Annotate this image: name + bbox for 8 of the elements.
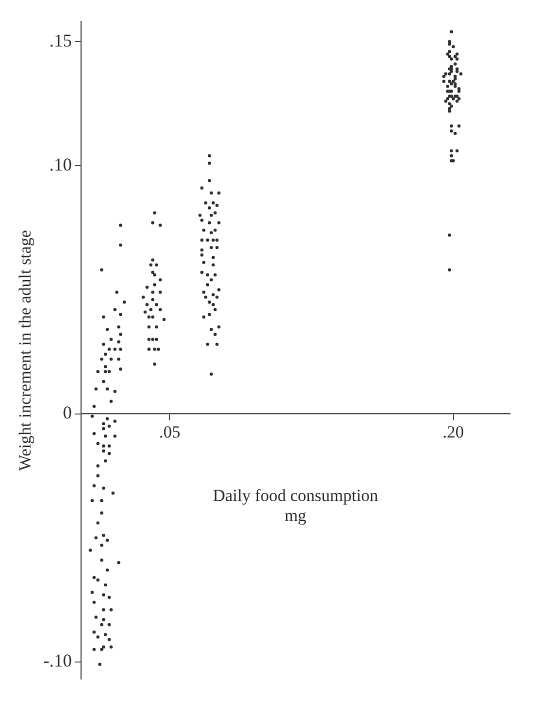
y-axis-title: Weight increment in the adult stage bbox=[16, 230, 35, 471]
y-tick-label: .10 bbox=[49, 154, 72, 174]
x-tick-label: .05 bbox=[159, 422, 180, 442]
x-axis-title: Daily food consumption mg bbox=[212, 486, 379, 526]
y-tick-label: -.10 bbox=[43, 650, 72, 671]
y-tick-label: 0 bbox=[62, 402, 72, 422]
x-tick-label: .20 bbox=[442, 422, 464, 442]
y-tick-label: .15 bbox=[49, 30, 72, 50]
